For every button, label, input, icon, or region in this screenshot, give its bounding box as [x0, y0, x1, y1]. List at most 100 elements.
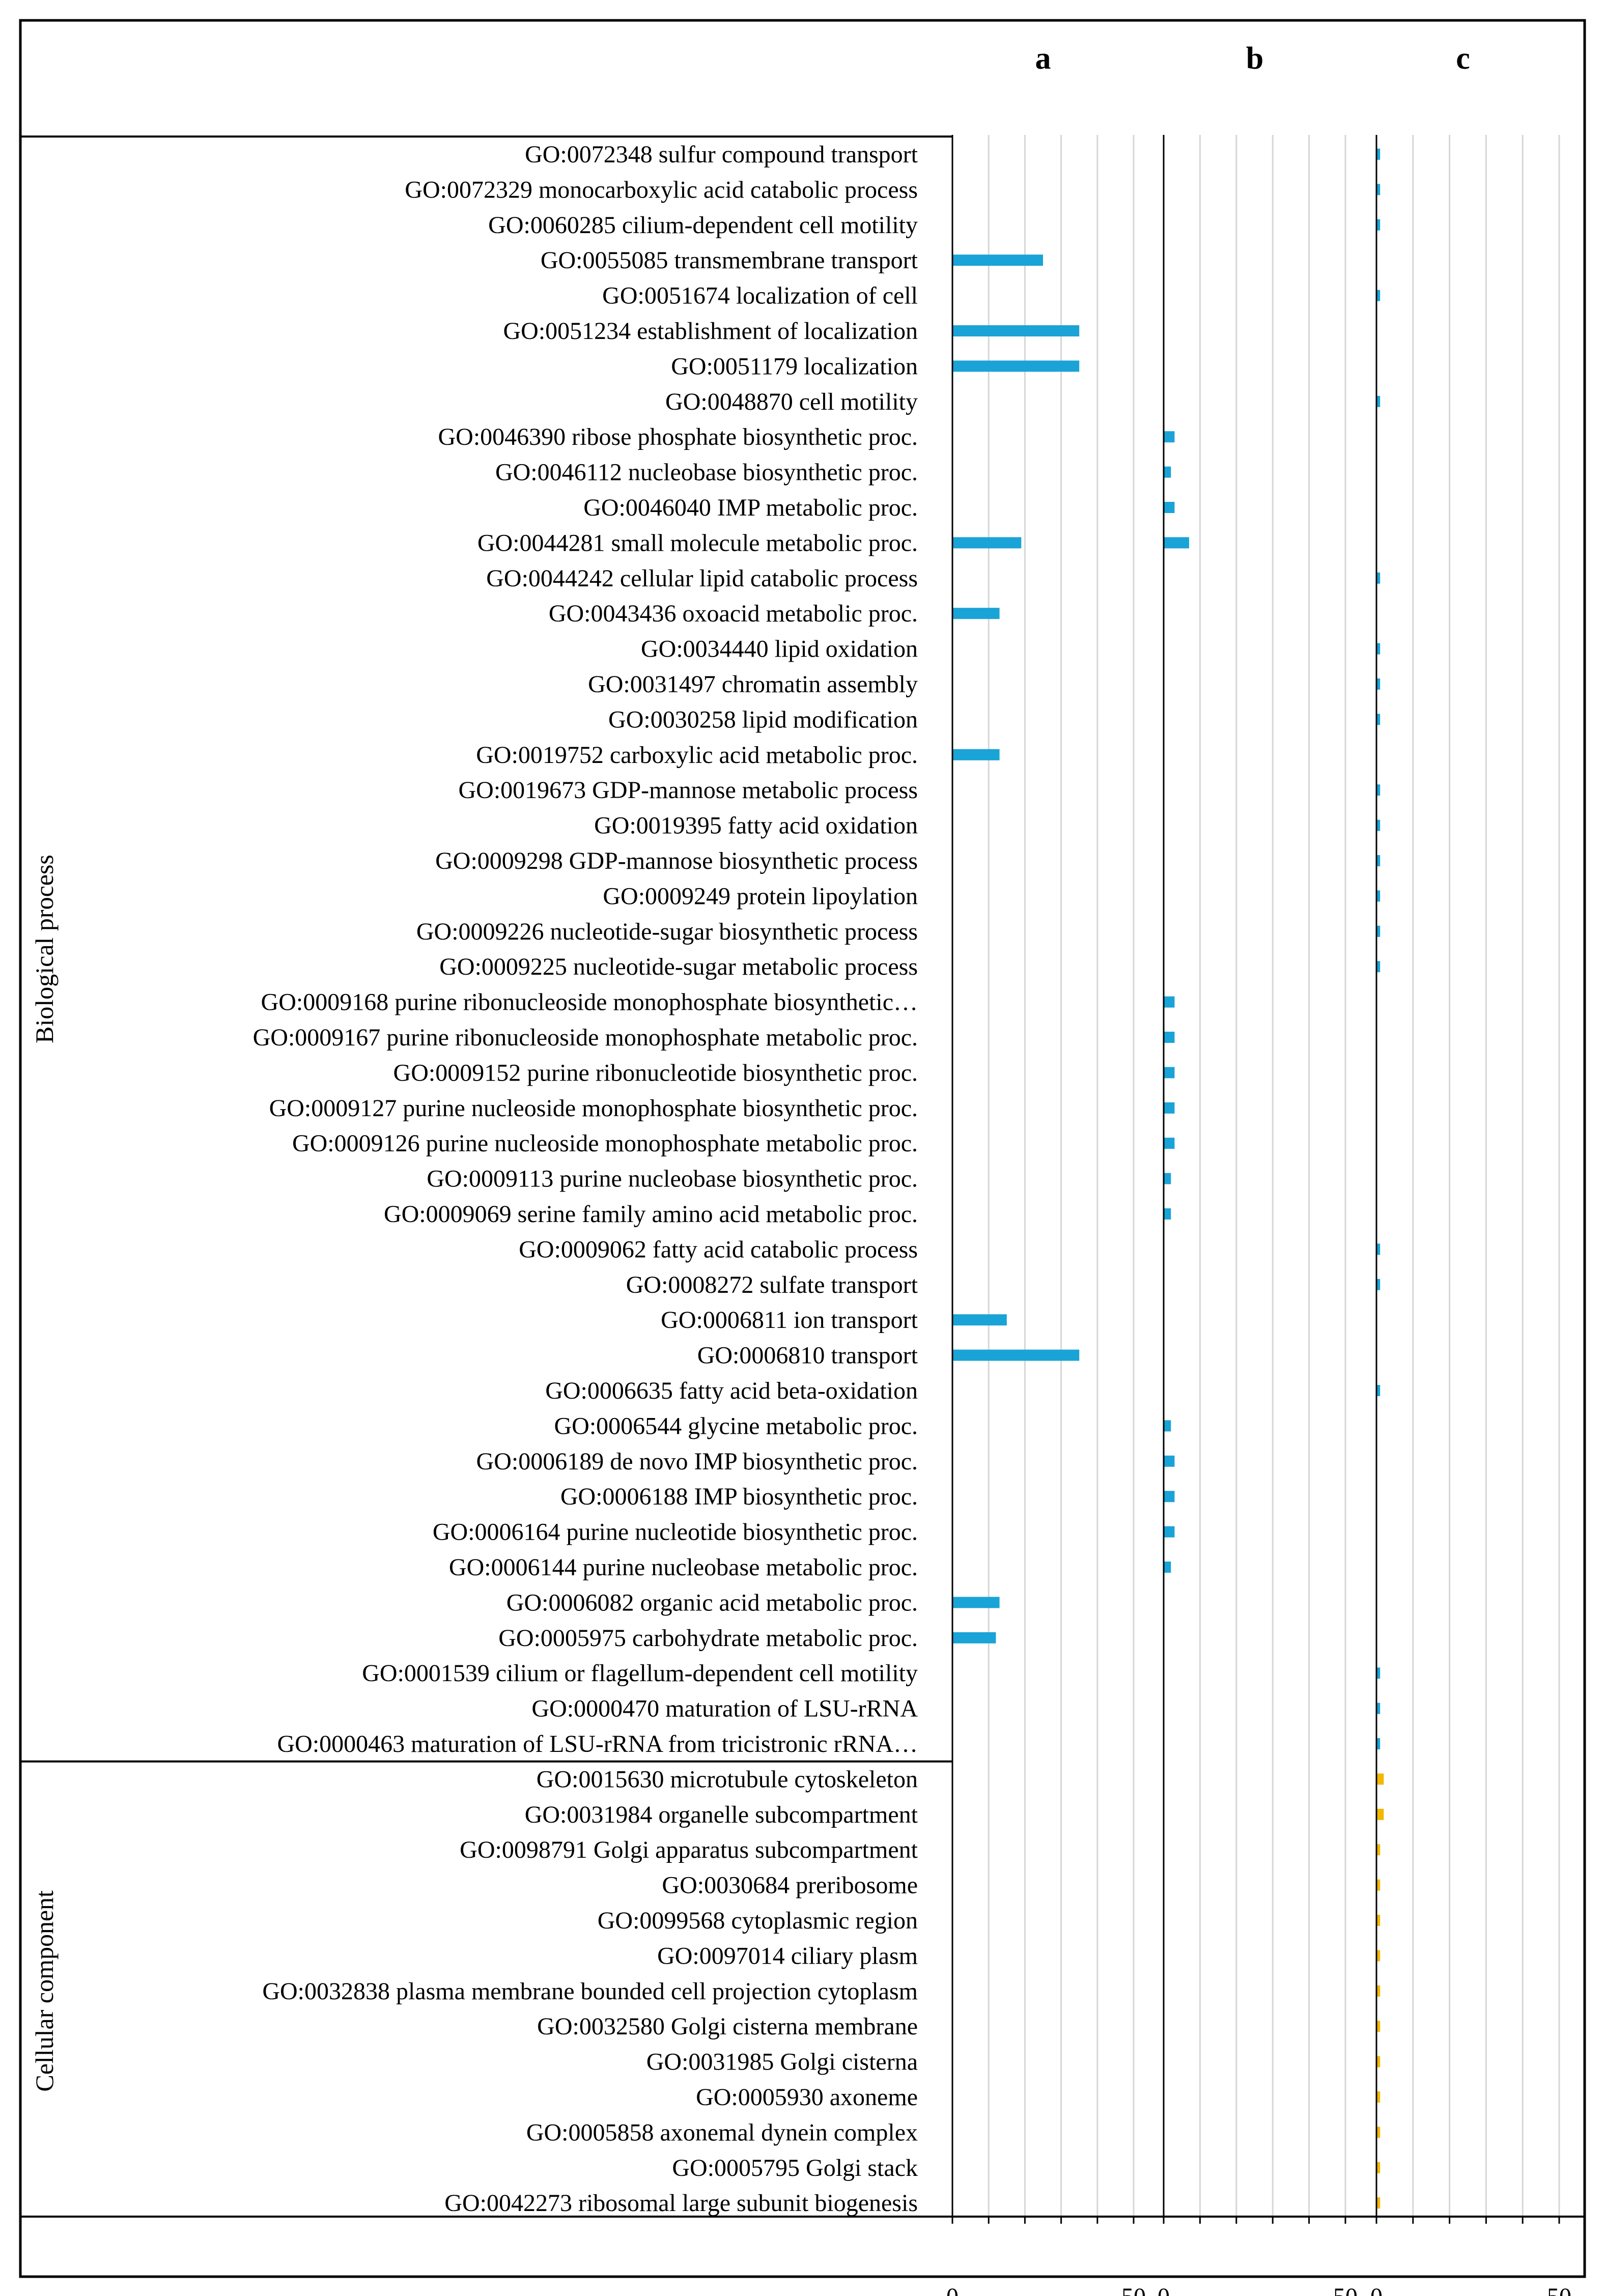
bar-c-biological-process-21	[1376, 890, 1381, 902]
panel-letter-c: c	[1456, 41, 1470, 76]
bar-a-biological-process-17	[952, 749, 1000, 760]
bar-c-biological-process-31	[1376, 1243, 1381, 1255]
bar-b-biological-process-27	[1164, 1102, 1175, 1114]
bar-b-biological-process-11	[1164, 537, 1189, 549]
category-label: GO:0097014 ciliary plasm	[657, 1942, 918, 1969]
bar-c-cellular-component-7	[1376, 2021, 1381, 2032]
bar-c-biological-process-1	[1376, 184, 1381, 195]
bar-b-biological-process-37	[1164, 1455, 1175, 1467]
category-label: GO:0030684 preribosome	[662, 1872, 918, 1899]
category-label: GO:0072329 monocarboxylic acid catabolic…	[405, 176, 918, 203]
bar-c-biological-process-15	[1376, 678, 1381, 690]
bar-b-biological-process-26	[1164, 1067, 1175, 1079]
figure-border	[19, 19, 1586, 2278]
category-label: GO:0031984 organelle subcompartment	[525, 1801, 918, 1828]
bar-b-biological-process-29	[1164, 1173, 1171, 1184]
category-label: GO:0051234 establishment of localization	[503, 318, 918, 345]
category-label: GO:0000470 maturation of LSU-rRNA	[531, 1695, 918, 1722]
category-label: GO:0046112 nucleobase biosynthetic proc.	[495, 459, 918, 486]
category-label: GO:0098791 Golgi apparatus subcompartmen…	[460, 1836, 918, 1863]
category-label: GO:0072348 sulfur compound transport	[525, 141, 918, 168]
bar-c-biological-process-45	[1376, 1738, 1381, 1749]
category-label: GO:0009168 purine ribonucleoside monopho…	[261, 989, 918, 1016]
bar-c-biological-process-12	[1376, 572, 1381, 584]
panel-letter-b: b	[1246, 41, 1263, 76]
bar-c-biological-process-14	[1376, 643, 1381, 655]
bar-c-cellular-component-0	[1376, 1773, 1384, 1785]
bar-c-biological-process-32	[1376, 1279, 1381, 1290]
bar-c-cellular-component-8	[1376, 2056, 1381, 2067]
category-label: GO:0006164 purine nucleotide biosyntheti…	[433, 1519, 918, 1546]
bar-b-biological-process-9	[1164, 466, 1171, 478]
bar-a-biological-process-13	[952, 608, 1000, 619]
bar-b-biological-process-10	[1164, 502, 1175, 513]
panel-a-tick-label-min: 0	[946, 2283, 959, 2296]
panel-axes	[20, 135, 1585, 2224]
category-label: GO:0006810 transport	[697, 1342, 918, 1369]
category-label: GO:0055085 transmembrane transport	[541, 247, 918, 274]
category-label: GO:0006144 purine nucleobase metabolic p…	[449, 1554, 918, 1581]
category-label: GO:0005975 carbohydrate metabolic proc.	[498, 1625, 918, 1652]
bar-a-biological-process-5	[952, 325, 1080, 336]
bar-c-biological-process-22	[1376, 925, 1381, 937]
category-label: GO:0032580 Golgi cisterna membrane	[537, 2013, 918, 2040]
category-labels: GO:0072348 sulfur compound transport GO:0…	[253, 141, 918, 2217]
panel-c-tick-label-max: 50	[1547, 2283, 1571, 2296]
category-label: GO:0009167 purine ribonucleoside monopho…	[253, 1024, 918, 1051]
bar-c-cellular-component-5	[1376, 1950, 1381, 1962]
category-label: GO:0048870 cell motility	[665, 388, 918, 415]
bar-c-biological-process-19	[1376, 819, 1381, 831]
category-label: GO:0099568 cytoplasmic region	[598, 1907, 918, 1934]
bar-c-cellular-component-4	[1376, 1915, 1381, 1926]
category-label: GO:0015630 microtubule cytoskeleton	[537, 1766, 918, 1793]
category-label: GO:0001539 cilium or flagellum-dependent…	[362, 1660, 918, 1687]
category-label: GO:0000463 maturation of LSU-rRNA from t…	[277, 1731, 918, 1758]
bar-c-biological-process-2	[1376, 219, 1381, 231]
bar-a-biological-process-3	[952, 254, 1043, 266]
bar-a-biological-process-34	[952, 1349, 1080, 1361]
bar-c-biological-process-7	[1376, 395, 1381, 407]
bar-b-biological-process-39	[1164, 1526, 1175, 1538]
category-label: GO:0030258 lipid modification	[608, 706, 918, 733]
bar-a-biological-process-41	[952, 1597, 1000, 1608]
category-label: GO:0009113 purine nucleobase biosyntheti…	[427, 1166, 918, 1193]
category-label: GO:0051179 localization	[671, 353, 918, 380]
bar-c-biological-process-16	[1376, 714, 1381, 725]
category-label: GO:0046040 IMP metabolic proc.	[583, 494, 918, 521]
bar-b-biological-process-28	[1164, 1138, 1175, 1149]
category-label: GO:0009249 protein lipoylation	[603, 883, 918, 910]
bar-a-biological-process-33	[952, 1314, 1007, 1326]
bar-c-cellular-component-11	[1376, 2162, 1381, 2173]
category-label: GO:0006544 glycine metabolic proc.	[554, 1412, 918, 1439]
bar-a-biological-process-6	[952, 360, 1080, 372]
category-label: GO:0005858 axonemal dynein complex	[526, 2119, 918, 2146]
bar-c-biological-process-44	[1376, 1703, 1381, 1714]
category-label: GO:0006189 de novo IMP biosynthetic proc…	[476, 1448, 918, 1475]
bars	[952, 149, 1384, 2209]
category-label: GO:0031497 chromatin assembly	[588, 671, 918, 698]
group-labels: Biological process Cellular component	[30, 855, 59, 2092]
bar-a-biological-process-42	[952, 1632, 996, 1643]
category-label: GO:0051674 localization of cell	[602, 282, 918, 309]
panel-a-tick-label-max: 50	[1121, 2283, 1146, 2296]
bar-b-biological-process-36	[1164, 1420, 1171, 1432]
category-label: GO:0006635 fatty acid beta-oxidation	[545, 1377, 918, 1404]
bar-a-biological-process-11	[952, 537, 1022, 549]
category-label: GO:0009225 nucleotide-sugar metabolic pr…	[439, 953, 918, 980]
category-label: GO:0009062 fatty acid catabolic process	[519, 1236, 918, 1263]
category-label: GO:0006188 IMP biosynthetic proc.	[560, 1483, 918, 1510]
bar-b-biological-process-30	[1164, 1208, 1171, 1220]
bar-c-cellular-component-2	[1376, 1844, 1381, 1856]
bar-c-cellular-component-12	[1376, 2197, 1381, 2209]
category-label: GO:0009127 purine nucleoside monophospha…	[269, 1095, 918, 1122]
category-label: GO:0005795 Golgi stack	[672, 2155, 918, 2181]
bar-c-cellular-component-9	[1376, 2091, 1381, 2103]
category-label: GO:0019673 GDP-mannose metabolic process	[458, 777, 918, 804]
category-label: GO:0009152 purine ribonucleotide biosynt…	[393, 1059, 918, 1086]
category-label: GO:0005930 axoneme	[696, 2084, 918, 2111]
category-label: GO:0009069 serine family amino acid meta…	[384, 1201, 918, 1228]
tick-labels: 0 50 0 50 0 50	[946, 2283, 1571, 2296]
panel-c-tick-label-min: 0	[1370, 2283, 1383, 2296]
category-label: GO:0009298 GDP-mannose biosynthetic proc…	[435, 847, 918, 874]
bar-c-biological-process-4	[1376, 290, 1381, 301]
